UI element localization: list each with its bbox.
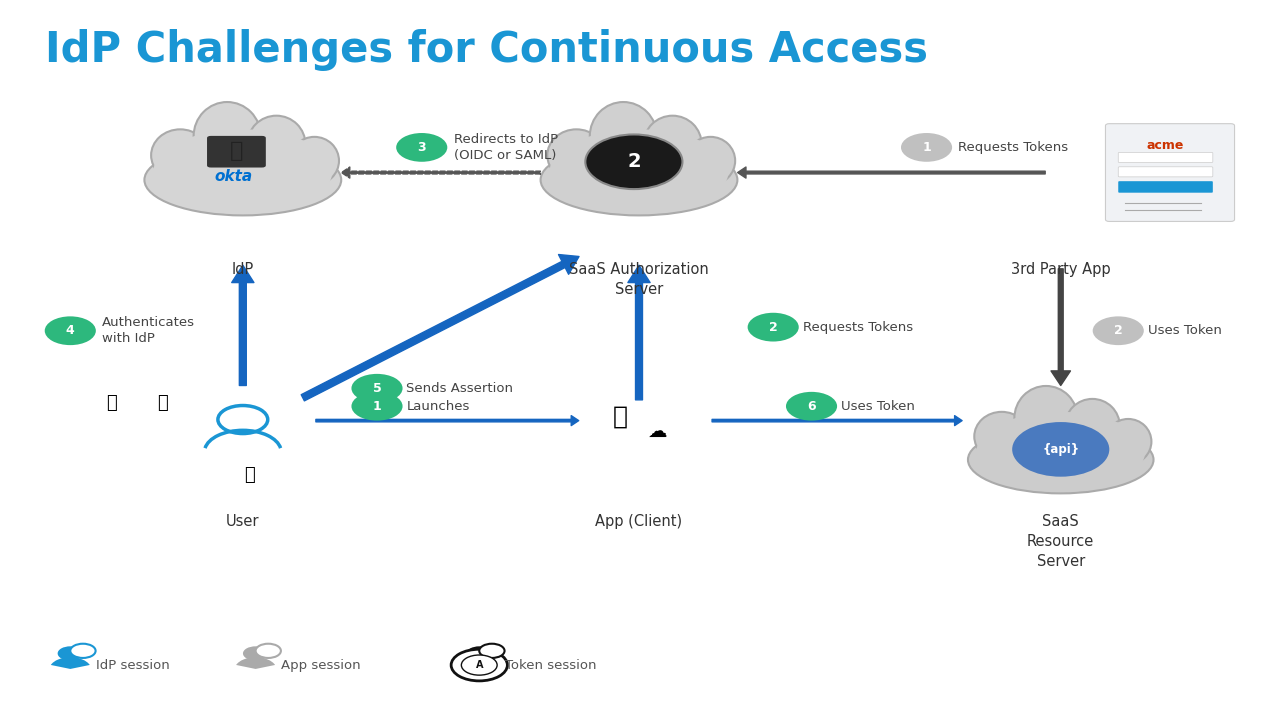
Text: Uses Token: Uses Token [841, 400, 915, 413]
Text: 5: 5 [373, 382, 381, 395]
Circle shape [396, 133, 447, 162]
Ellipse shape [541, 145, 737, 216]
Text: IdP Challenges for Continuous Access: IdP Challenges for Continuous Access [45, 29, 928, 70]
FancyArrowPatch shape [341, 167, 541, 178]
FancyBboxPatch shape [207, 136, 266, 168]
Ellipse shape [153, 129, 332, 214]
FancyArrowPatch shape [712, 416, 962, 426]
Circle shape [70, 644, 96, 658]
FancyBboxPatch shape [1118, 167, 1213, 177]
Text: 4: 4 [66, 324, 74, 337]
Ellipse shape [1015, 386, 1077, 451]
Ellipse shape [144, 145, 341, 216]
Text: 2: 2 [769, 321, 777, 334]
FancyArrowPatch shape [627, 265, 651, 400]
Text: Launches: Launches [406, 400, 470, 413]
Text: User: User [226, 514, 259, 529]
Circle shape [466, 646, 492, 661]
Ellipse shape [547, 129, 606, 181]
Ellipse shape [1105, 419, 1151, 464]
Ellipse shape [967, 426, 1154, 493]
Text: A: A [475, 660, 483, 670]
Circle shape [243, 646, 268, 661]
Ellipse shape [193, 102, 261, 170]
Ellipse shape [290, 137, 339, 185]
FancyArrowPatch shape [302, 255, 579, 401]
Circle shape [585, 134, 682, 189]
FancyBboxPatch shape [1118, 152, 1213, 162]
Text: SaaS
Resource
Server: SaaS Resource Server [1028, 514, 1094, 569]
Text: Authenticates
with IdP: Authenticates with IdP [102, 316, 196, 345]
FancyArrowPatch shape [231, 265, 254, 385]
Text: App (Client): App (Client) [596, 514, 682, 529]
Text: {api}: {api} [1042, 443, 1080, 456]
Text: 3: 3 [418, 141, 426, 154]
Text: 3rd Party App: 3rd Party App [1011, 262, 1111, 278]
FancyBboxPatch shape [1105, 124, 1235, 221]
Circle shape [451, 649, 507, 681]
Text: Requests Tokens: Requests Tokens [803, 321, 912, 334]
Text: 🌐: 🌐 [244, 465, 254, 484]
Circle shape [351, 392, 403, 421]
Ellipse shape [550, 129, 728, 214]
Text: 🔓: 🔓 [230, 141, 243, 161]
Ellipse shape [643, 116, 702, 173]
Text: 📱: 📱 [106, 393, 116, 412]
Text: SaaS Authorization
Server: SaaS Authorization Server [569, 262, 709, 297]
Wedge shape [236, 657, 275, 669]
Circle shape [58, 646, 83, 661]
Text: okta: okta [215, 169, 253, 183]
Circle shape [1012, 422, 1109, 477]
Text: 📱: 📱 [612, 405, 627, 429]
Text: Requests Tokens: Requests Tokens [958, 141, 1068, 154]
Circle shape [1093, 316, 1144, 345]
Circle shape [351, 374, 403, 403]
Text: App session: App session [281, 659, 360, 672]
Ellipse shape [976, 412, 1145, 492]
Ellipse shape [686, 137, 735, 185]
FancyArrowPatch shape [1051, 269, 1071, 385]
FancyArrowPatch shape [737, 167, 1045, 178]
Circle shape [256, 644, 281, 658]
Ellipse shape [1065, 399, 1120, 453]
Text: 1: 1 [923, 141, 930, 154]
Text: ☁️: ☁️ [648, 422, 668, 441]
Wedge shape [51, 657, 89, 669]
Circle shape [901, 133, 952, 162]
Circle shape [479, 644, 505, 658]
Ellipse shape [151, 129, 210, 181]
Ellipse shape [590, 102, 657, 170]
Circle shape [748, 313, 799, 342]
Ellipse shape [248, 116, 305, 173]
Circle shape [461, 655, 497, 675]
Text: 📋: 📋 [157, 393, 167, 412]
Text: 2: 2 [627, 152, 640, 171]
Text: IdP session: IdP session [96, 659, 170, 672]
Text: 1: 1 [373, 400, 381, 413]
Text: IdP: IdP [231, 262, 254, 278]
Text: Sends Assertion: Sends Assertion [406, 382, 514, 395]
Wedge shape [460, 657, 498, 669]
Circle shape [45, 316, 96, 345]
FancyBboxPatch shape [1118, 181, 1213, 193]
Text: Uses Token: Uses Token [1148, 324, 1222, 337]
Circle shape [786, 392, 837, 421]
Ellipse shape [974, 412, 1029, 461]
Text: Redirects to IdP
(OIDC or SAML): Redirects to IdP (OIDC or SAML) [454, 133, 557, 162]
FancyArrowPatch shape [316, 416, 579, 426]
Text: Token session: Token session [505, 659, 597, 672]
Text: 6: 6 [808, 400, 815, 413]
Text: acme: acme [1146, 139, 1185, 152]
Text: 2: 2 [1114, 324, 1122, 337]
